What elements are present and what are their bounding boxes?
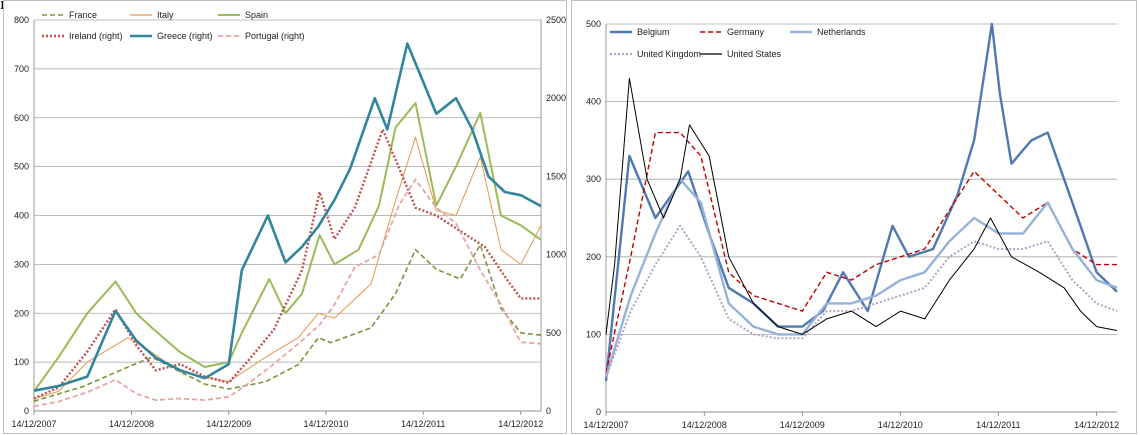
right-legend-label-united-states: United States xyxy=(727,49,782,59)
left-y-tick-label-500: 500 xyxy=(14,162,29,172)
right-series-belgium xyxy=(604,22,1118,382)
right-series-united-states xyxy=(605,77,1118,335)
left-legend-label-greece-right: Greece (right) xyxy=(157,31,213,41)
left-y-tick-label-200: 200 xyxy=(14,308,29,318)
left-x-tick-label-0: 14/12/2007 xyxy=(11,419,56,429)
right-line-chart: 0 100 200 300 400 500 14/12/2007 14/12/2008 14/1… xyxy=(583,19,1119,430)
right-x-tick-label-1: 14/12/2008 xyxy=(682,420,727,430)
left-legend-label-spain: Spain xyxy=(245,10,268,20)
chart-panel-right: 0 100 200 300 400 500 14/12/2007 14/12/2008 14/1… xyxy=(571,0,1137,434)
right-y-tick-label-400: 400 xyxy=(586,97,601,107)
left-series-portugal-right xyxy=(33,178,542,408)
right-x-tick-label-5: 14/12/2012 xyxy=(1074,420,1119,430)
left-y-tick-label-300: 300 xyxy=(14,259,29,269)
left-y-tick-label-700: 700 xyxy=(14,64,29,74)
left-legend-label-france: France xyxy=(69,10,97,20)
right-legend-label-belgium: Belgium xyxy=(637,27,670,37)
right-y-tick-label-0: 0 xyxy=(596,407,601,417)
right-y-tick-label-500: 500 xyxy=(586,19,601,29)
left-legend-label-italy: Italy xyxy=(157,10,174,20)
left-series-ireland-right xyxy=(33,128,541,400)
right-legend-label-germany: Germany xyxy=(727,27,765,37)
right-x-tick-label-3: 14/12/2010 xyxy=(878,420,923,430)
left-x-tick-label-1: 14/12/2008 xyxy=(109,419,154,429)
left-y2-tick-label-0: 0 xyxy=(546,406,551,416)
left-y2-tick-label-2000: 2000 xyxy=(546,93,566,103)
left-legend-label-portugal-right: Portugal (right) xyxy=(245,31,305,41)
left-y-tick-label-100: 100 xyxy=(14,357,29,367)
right-series-netherlands xyxy=(604,177,1118,378)
left-y-tick-label-800: 800 xyxy=(14,15,29,25)
right-legend-label-netherlands: Netherlands xyxy=(817,27,866,37)
left-y-tick-label-400: 400 xyxy=(14,211,29,221)
left-y2-tick-label-1000: 1000 xyxy=(546,250,566,260)
left-line-chart: 0 100 200 300 400 500 600 700 800 0 500 1000 1500 200… xyxy=(11,10,566,429)
right-x-tick-label-4: 14/12/2011 xyxy=(976,420,1020,430)
left-y2-tick-label-2500: 2500 xyxy=(546,15,566,25)
chart-panel-left: 0 100 200 300 400 500 600 700 800 0 500 1000 1500 200… xyxy=(3,0,567,434)
left-y-tick-label-600: 600 xyxy=(14,113,29,123)
right-legend-label-united-kingdom: United Kingdom xyxy=(637,49,701,59)
left-x-tick-label-2: 14/12/2009 xyxy=(206,419,251,429)
left-x-tick-label-4: 14/12/2011 xyxy=(401,419,445,429)
left-series-spain xyxy=(33,102,542,392)
left-y2-tick-label-1500: 1500 xyxy=(546,171,566,181)
right-x-tick-label-2: 14/12/2009 xyxy=(780,420,825,430)
right-series-germany xyxy=(605,131,1117,374)
left-series-italy xyxy=(33,136,542,400)
right-y-tick-label-200: 200 xyxy=(586,252,601,262)
right-y-tick-label-300: 300 xyxy=(586,174,601,184)
left-y-tick-label-0: 0 xyxy=(24,406,29,416)
left-x-tick-label-3: 14/12/2010 xyxy=(303,419,348,429)
right-y-tick-label-100: 100 xyxy=(586,329,601,339)
left-y2-tick-label-500: 500 xyxy=(546,328,561,338)
left-x-tick-label-5: 14/12/2012 xyxy=(498,419,543,429)
right-x-tick-label-0: 14/12/2007 xyxy=(583,420,628,430)
left-series-greece-right xyxy=(33,42,542,392)
left-legend-label-ireland-right: Ireland (right) xyxy=(69,31,123,41)
